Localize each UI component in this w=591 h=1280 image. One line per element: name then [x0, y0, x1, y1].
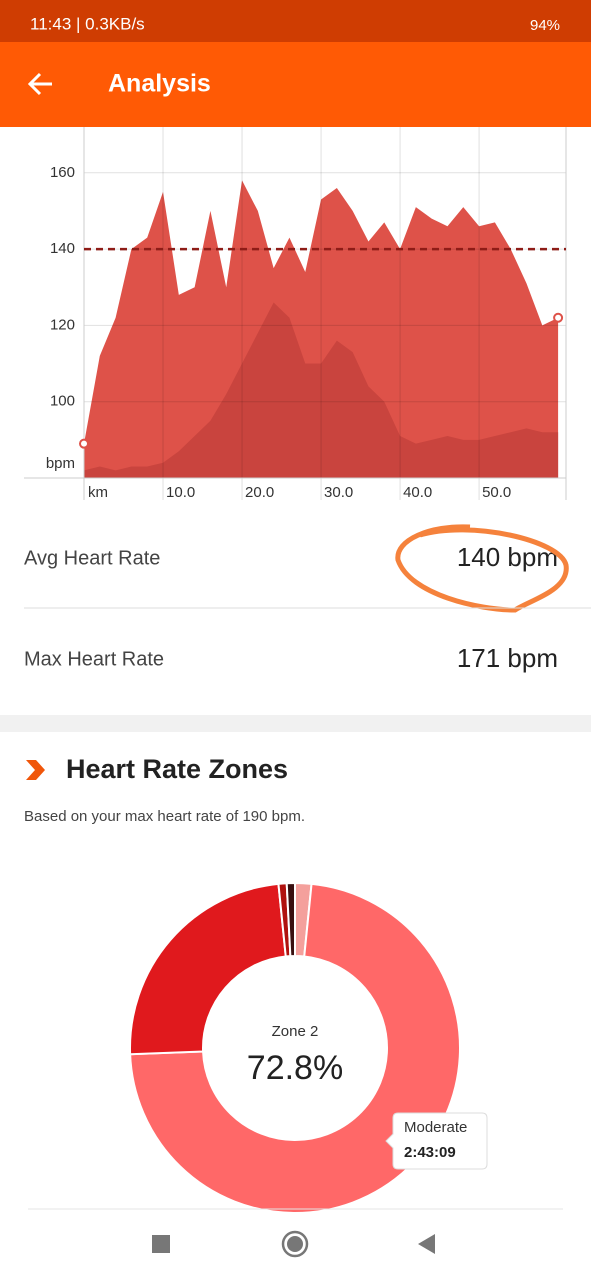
tooltip-title: Moderate [404, 1119, 467, 1136]
area [84, 302, 559, 478]
nav-home[interactable] [281, 1230, 309, 1258]
x-tick-label: 40.0 [403, 484, 432, 501]
y-tick-label: 120 [50, 316, 75, 333]
tooltip-value: 2:43:09 [404, 1144, 456, 1161]
section-title: Heart Rate Zones [66, 754, 288, 784]
battery: 94% [530, 17, 560, 34]
nav-back[interactable] [418, 1234, 435, 1254]
header-title: Analysis [108, 70, 211, 98]
nav-recent[interactable] [152, 1235, 170, 1253]
y-tick-label: 160 [50, 164, 75, 181]
tooltip [385, 1112, 488, 1170]
section-subtitle: Based on your max heart rate of 190 bpm. [24, 808, 305, 825]
y-tick-label: 100 [50, 393, 75, 410]
status-bar [0, 0, 591, 42]
start-dot [79, 438, 89, 449]
header [0, 42, 591, 127]
center-value: 72.8% [247, 1049, 343, 1087]
zone-donut: Zone 2 72.8% Moderate 2:43:09 [129, 881, 488, 1214]
x-tick-label: 30.0 [324, 484, 353, 501]
x-tick-label: 10.0 [166, 484, 195, 501]
donut-segment [129, 882, 461, 1214]
status-time: 11:43 | 0.3KB/s [30, 14, 145, 33]
stat-value: 171 bpm [457, 643, 558, 673]
nav-home-dot [287, 1236, 303, 1252]
stat-label: Avg Heart Rate [24, 547, 160, 569]
center-label: Zone 2 [272, 1023, 319, 1040]
highlight-circle [395, 524, 569, 613]
donut-segment [129, 882, 287, 1056]
x-tick-label: 20.0 [245, 484, 274, 501]
area [84, 180, 559, 479]
x-axis-label: km [88, 484, 108, 501]
y-axis-label: bpm [46, 455, 75, 472]
back-button[interactable] [27, 72, 52, 96]
donut-segment [285, 881, 296, 958]
section-icon [26, 760, 45, 780]
end-dot [553, 312, 564, 323]
stat-label: Max Heart Rate [24, 648, 164, 670]
y-tick-label: 140 [50, 240, 75, 257]
x-tick-label: 50.0 [482, 484, 511, 501]
section-gap [0, 715, 591, 732]
